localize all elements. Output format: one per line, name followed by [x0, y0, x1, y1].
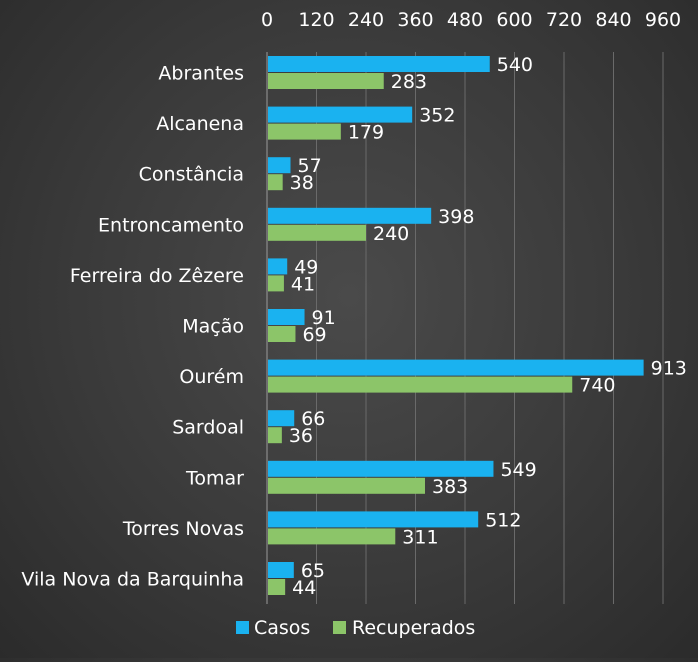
data-label-casos: 66	[301, 408, 325, 430]
bar-recuperados	[268, 427, 282, 444]
x-tick-label: 0	[261, 9, 273, 31]
legend-label: Casos	[254, 617, 310, 639]
data-label-recuperados: 311	[402, 526, 438, 548]
x-tick-label: 840	[595, 9, 631, 31]
category-label: Ourém	[179, 366, 244, 388]
x-tick-label: 360	[397, 9, 433, 31]
bar-recuperados	[268, 528, 396, 545]
bar-casos	[268, 460, 494, 477]
category-label: Constância	[139, 164, 244, 186]
data-label-recuperados: 36	[289, 425, 313, 447]
category-label: Torres Novas	[122, 518, 244, 540]
data-label-casos: 512	[485, 509, 521, 531]
data-label-casos: 91	[312, 307, 336, 329]
legend-swatch	[236, 621, 249, 634]
data-label-recuperados: 283	[391, 71, 427, 93]
bar-casos	[268, 309, 305, 325]
data-label-recuperados: 44	[292, 577, 316, 599]
bar-recuperados	[268, 376, 573, 393]
data-label-recuperados: 383	[432, 476, 468, 498]
category-label: Vila Nova da Barquinha	[21, 569, 244, 591]
bar-casos	[268, 562, 294, 578]
bar-recuperados	[268, 579, 286, 595]
bars	[268, 56, 644, 595]
data-label-recuperados: 179	[348, 122, 384, 144]
bar-recuperados	[268, 224, 366, 241]
category-label: Alcanena	[156, 113, 244, 135]
bar-casos	[268, 410, 295, 427]
bar-recuperados	[268, 174, 283, 191]
bar-casos	[268, 511, 479, 528]
bar-casos	[268, 157, 291, 174]
data-label-recuperados: 740	[579, 375, 615, 397]
bar-casos	[268, 56, 490, 72]
data-label-recuperados: 240	[373, 223, 409, 245]
bar-casos	[268, 207, 432, 224]
legend-label: Recuperados	[352, 617, 475, 639]
data-label-casos: 57	[298, 155, 322, 177]
data-label-casos: 913	[651, 358, 687, 380]
x-tick-label: 480	[447, 9, 483, 31]
bar-recuperados	[268, 275, 284, 292]
bar-casos	[268, 359, 644, 376]
x-tick-label: 600	[496, 9, 532, 31]
y-axis-categories: Abrantes Alcanena Constância Entroncamento F…	[21, 63, 244, 591]
data-label-casos: 549	[500, 459, 536, 481]
data-label-casos: 540	[497, 54, 533, 76]
bar-recuperados	[268, 477, 425, 494]
bar-recuperados	[268, 73, 384, 89]
category-label: Sardoal	[172, 417, 244, 439]
data-label-recuperados: 41	[291, 273, 315, 295]
category-label: Entroncamento	[98, 214, 244, 236]
category-label: Mação	[182, 316, 244, 338]
bar-recuperados	[268, 123, 341, 140]
gridlines	[266, 52, 664, 604]
bar-recuperados	[268, 326, 296, 342]
bar-casos	[268, 106, 413, 123]
x-tick-label: 960	[645, 9, 681, 31]
category-label: Abrantes	[158, 63, 244, 85]
category-label: Ferreira do Zêzere	[70, 265, 244, 287]
legend: Casos Recuperados	[236, 617, 475, 639]
x-tick-label: 240	[348, 9, 384, 31]
bar-casos	[268, 258, 288, 275]
category-label: Tomar	[185, 467, 244, 489]
x-tick-label: 720	[546, 9, 582, 31]
data-label-casos: 49	[294, 256, 318, 278]
data-label-casos: 398	[438, 206, 474, 228]
data-label-recuperados: 38	[290, 172, 314, 194]
data-label-casos: 65	[301, 560, 325, 582]
data-label-casos: 352	[419, 105, 455, 127]
legend-swatch	[333, 621, 346, 634]
x-tick-label: 120	[298, 9, 334, 31]
x-axis-ticks: 0 120 240 360 480 600 720 840 960	[261, 9, 681, 31]
data-label-recuperados: 69	[302, 324, 326, 346]
